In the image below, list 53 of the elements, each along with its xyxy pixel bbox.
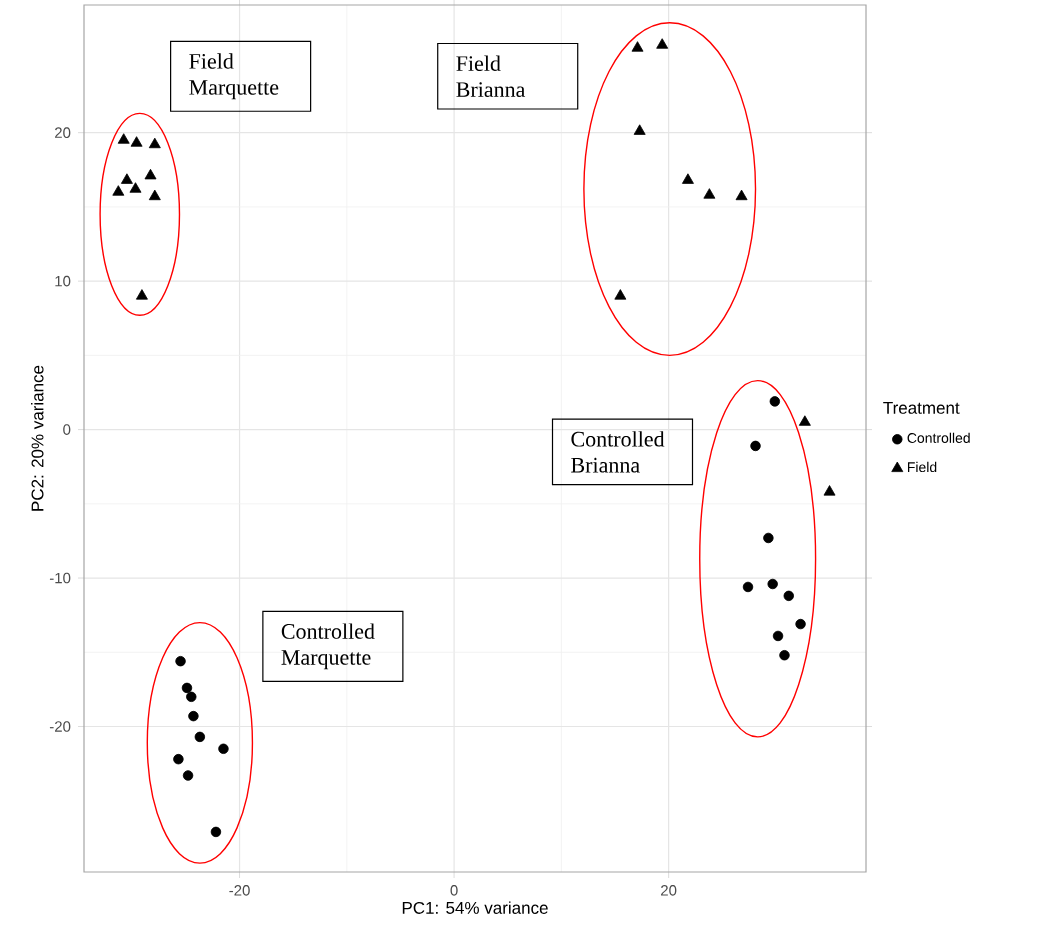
- x-axis-title: PC1: 54% variance: [402, 901, 548, 914]
- point: [798, 415, 811, 426]
- x-tick-label: 0: [450, 885, 458, 896]
- point: [135, 289, 148, 300]
- point: [703, 188, 716, 199]
- point: [182, 770, 194, 781]
- point: [186, 691, 197, 703]
- y-axis-title: PC2: 20% variance: [31, 365, 44, 511]
- point: [148, 137, 161, 149]
- y-tick-label: 20: [55, 127, 71, 138]
- point: [194, 731, 206, 743]
- y-tick-label: -20: [49, 721, 71, 732]
- point: [779, 650, 790, 661]
- x-tick-label: 20: [661, 885, 677, 896]
- legend-label: Controlled: [907, 432, 970, 443]
- point: [210, 826, 222, 838]
- point: [633, 124, 646, 135]
- legend-title: Treatment: [883, 402, 960, 414]
- y-tick-label: -10: [49, 572, 71, 584]
- point: [188, 710, 199, 722]
- point: [735, 189, 748, 201]
- point: [130, 136, 143, 147]
- point: [772, 630, 784, 642]
- annotation: Field Marquette: [189, 53, 279, 100]
- point: [144, 168, 157, 180]
- point: [181, 682, 193, 694]
- point: [795, 618, 806, 630]
- point: [681, 173, 694, 184]
- point: [783, 590, 794, 602]
- y-tick-label: 0: [63, 424, 71, 435]
- point: [750, 440, 761, 452]
- point: [129, 182, 142, 193]
- point: [763, 532, 774, 544]
- annotation: Controlled Brianna: [571, 431, 665, 473]
- point: [120, 173, 133, 184]
- point: [117, 133, 130, 144]
- annotation: Field Brianna: [456, 55, 526, 97]
- point: [175, 655, 186, 667]
- point: [656, 38, 669, 49]
- x-tick-label: -20: [229, 885, 250, 896]
- point: [631, 41, 644, 52]
- point: [614, 289, 627, 300]
- point: [767, 578, 778, 590]
- legend-label: Field: [907, 461, 937, 473]
- point: [769, 396, 781, 407]
- point: [112, 185, 125, 196]
- y-tick-label: 10: [55, 275, 71, 287]
- point: [218, 743, 229, 754]
- point: [173, 753, 184, 765]
- point: [823, 485, 836, 496]
- point: [148, 189, 161, 201]
- annotation: Controlled Marquette: [281, 623, 375, 670]
- point: [742, 581, 754, 593]
